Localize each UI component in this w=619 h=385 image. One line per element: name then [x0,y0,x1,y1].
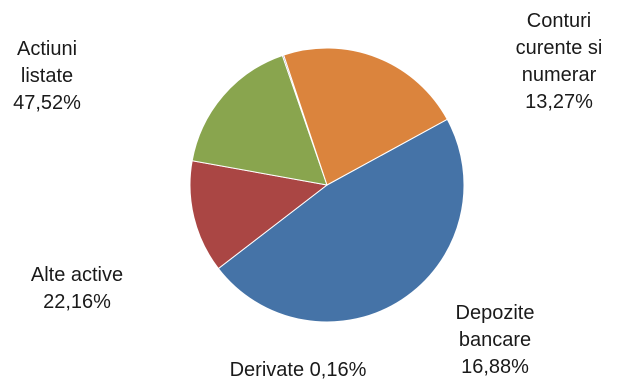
label-conturi-curente: Conturi curente si numerar 13,27% [515,10,603,113]
slice-conturi-curente [189,160,329,270]
slice-actiuni-listate [217,118,465,323]
label-alte-active: Alte active 22,16% [30,264,124,313]
slice-alte-active [283,47,448,186]
label-depozite-bancare: Depozite bancare 16,88% [455,302,535,378]
label-actiuni-listate: Actiuni listate 47,52% [13,38,81,114]
label-derivate: Derivate 0,16% [229,359,367,381]
